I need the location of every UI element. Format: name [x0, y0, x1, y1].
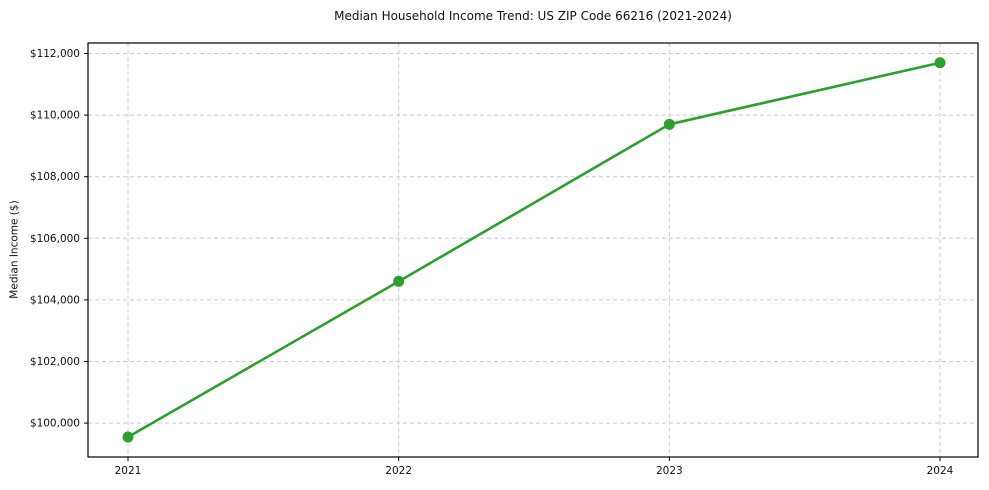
y-tick-label: $108,000 — [30, 171, 80, 183]
data-point-2023 — [663, 118, 675, 130]
chart-title: Median Household Income Trend: US ZIP Co… — [334, 9, 732, 23]
x-tick-label: 2022 — [385, 465, 412, 477]
data-point-2022 — [393, 275, 405, 287]
data-point-2021 — [122, 431, 134, 443]
y-tick-label: $100,000 — [30, 418, 80, 430]
income-trend-line — [126, 61, 942, 439]
x-tick-label: 2023 — [656, 465, 683, 477]
x-tick-label: 2021 — [115, 465, 142, 477]
y-tick-label: $106,000 — [30, 233, 80, 245]
x-tick-label: 2024 — [927, 465, 954, 477]
y-tick-label: $102,000 — [30, 356, 80, 368]
data-point-2024 — [934, 57, 946, 69]
axes-frame — [87, 42, 979, 458]
y-tick-label: $112,000 — [30, 48, 80, 60]
y-tick-label: $104,000 — [30, 294, 80, 306]
y-tick-label: $110,000 — [30, 110, 80, 122]
